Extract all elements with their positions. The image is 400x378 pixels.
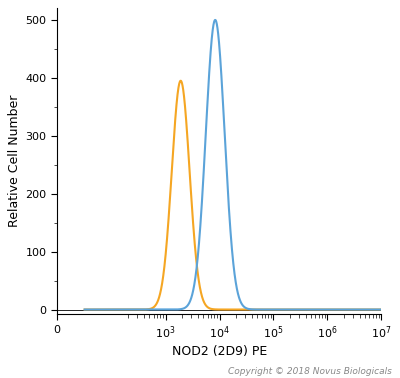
X-axis label: NOD2 (2D9) PE: NOD2 (2D9) PE [172,345,267,358]
Y-axis label: Relative Cell Number: Relative Cell Number [8,95,21,228]
Text: Copyright © 2018 Novus Biologicals: Copyright © 2018 Novus Biologicals [228,367,392,376]
